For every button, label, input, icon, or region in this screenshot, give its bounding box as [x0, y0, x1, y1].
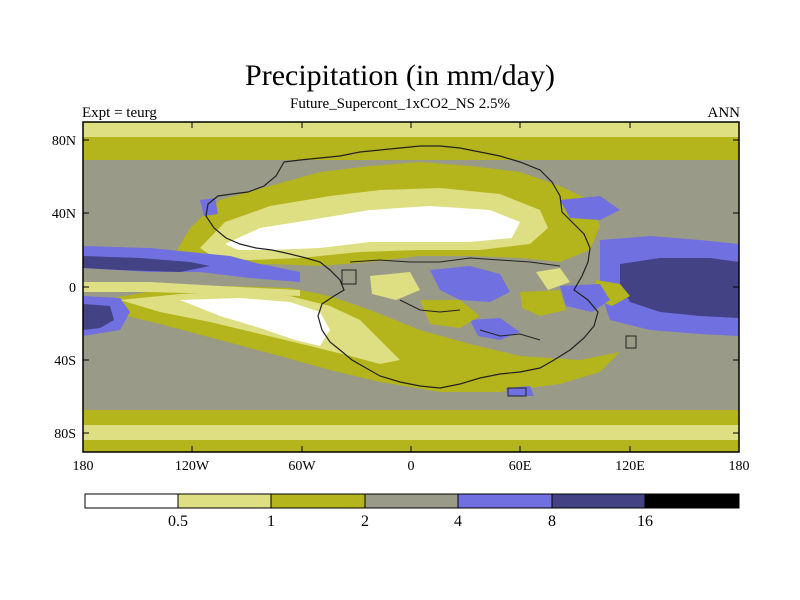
- sh-west-dark: [83, 304, 114, 330]
- colorbar-label: 0.5: [168, 513, 188, 530]
- season-label: ANN: [707, 105, 741, 121]
- experiment-label: Expt = teurg: [82, 105, 157, 121]
- inland-boundary: [349, 257, 561, 341]
- island: [507, 387, 527, 397]
- lon-tick-label: 60E: [509, 459, 532, 474]
- page-title: Precipitation (in mm/day): [245, 59, 555, 92]
- coastline: [205, 145, 599, 389]
- lat-tick-label: 80N: [52, 134, 76, 149]
- lon-tick-label: 0: [408, 459, 415, 474]
- colorbar-box: [177, 493, 272, 509]
- colorbar-box: [84, 493, 179, 509]
- lon-tick-label: 120W: [175, 459, 210, 474]
- interior-blue-1: [430, 266, 510, 302]
- axis-ticks: [82, 122, 740, 452]
- colorbar-box: [644, 493, 740, 509]
- interior-olive-2: [520, 290, 566, 316]
- island: [341, 269, 357, 285]
- interior-light-2: [536, 268, 570, 290]
- interior-olive-1: [420, 300, 480, 328]
- colorbar-label: 16: [637, 513, 653, 530]
- eq-dry-light: [83, 282, 300, 296]
- lat-tick-label: 80S: [54, 427, 76, 442]
- lon-tick-label: 120E: [615, 459, 645, 474]
- colorbar-label: 4: [454, 513, 462, 530]
- colorbar-label: 2: [361, 513, 369, 530]
- colorbar-box: [457, 493, 553, 509]
- lon-tick-label: 180: [729, 459, 750, 474]
- interior-light-1: [370, 272, 420, 300]
- lon-tick-label: 180: [73, 459, 94, 474]
- precipitation-field: [83, 122, 739, 452]
- colorbar: 0.5 1 2 4 8 16: [84, 493, 740, 530]
- east-wet-dark: [620, 258, 739, 318]
- lat-tick-label: 40N: [52, 207, 76, 222]
- subtitle: Future_Supercont_1xCO2_NS 2.5%: [290, 96, 510, 112]
- lon-tick-label: 60W: [288, 459, 316, 474]
- itcz-west-dark: [83, 256, 210, 272]
- lat-tick-label: 40S: [54, 354, 76, 369]
- lat-tick-label: 0: [69, 281, 76, 296]
- east-nh-blue: [560, 196, 620, 220]
- interior-blue-3: [200, 198, 218, 216]
- south-polar-cap: [83, 425, 739, 440]
- colorbar-box: [364, 493, 459, 509]
- interior-blue-4: [470, 318, 520, 340]
- colorbar-box: [270, 493, 366, 509]
- south-desert: [180, 298, 330, 346]
- colorbar-label: 1: [267, 513, 275, 530]
- north-polar-cap: [83, 122, 739, 137]
- colorbar-label: 8: [548, 513, 556, 530]
- north-desert: [225, 206, 520, 250]
- island: [625, 335, 637, 349]
- colorbar-box: [551, 493, 646, 509]
